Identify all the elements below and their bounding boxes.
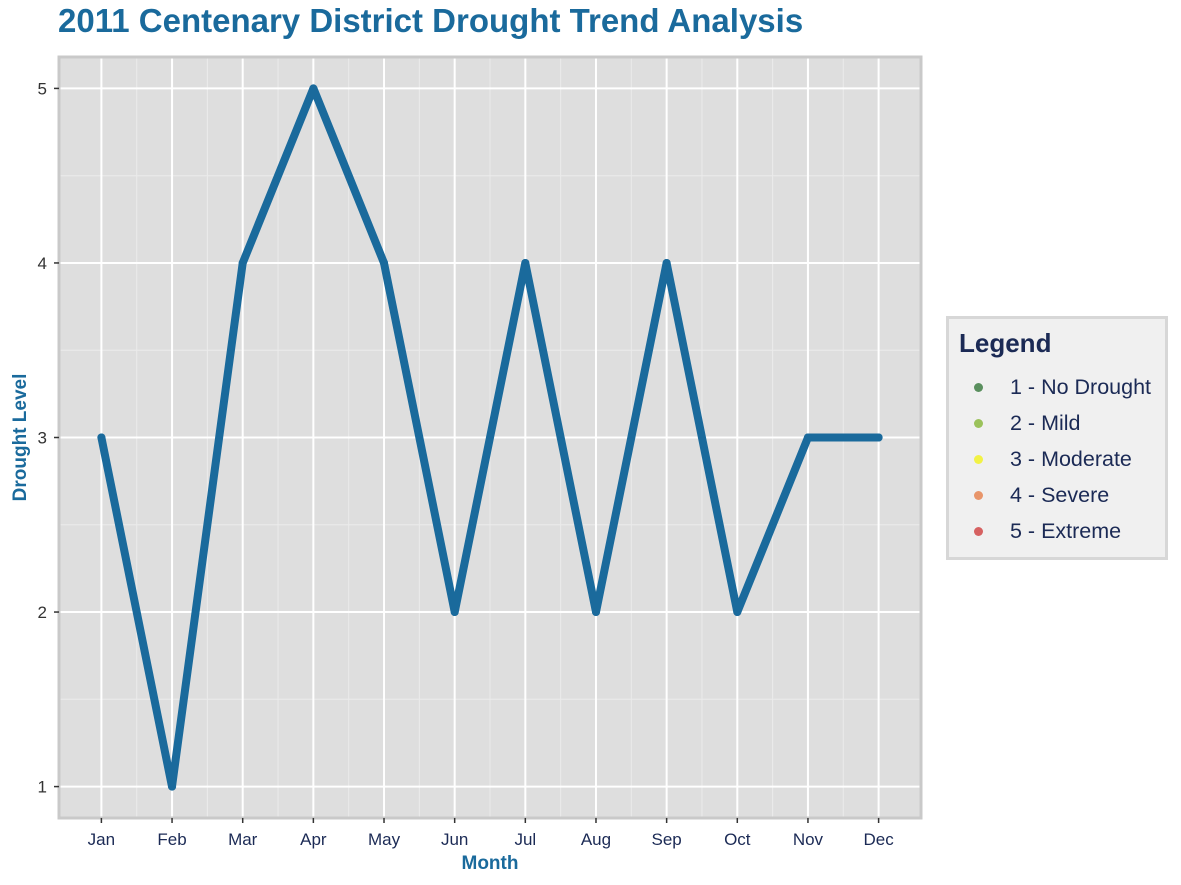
data-point-apr: [309, 84, 318, 93]
x-tick-label-jul: Jul: [514, 830, 536, 849]
data-point-jun: [450, 608, 459, 617]
legend-swatch: [974, 491, 983, 500]
x-tick-label-apr: Apr: [300, 830, 327, 849]
y-tick-label: 2: [38, 603, 47, 622]
x-tick-label-feb: Feb: [157, 830, 186, 849]
y-tick-label: 5: [38, 79, 47, 98]
chart-title: 2011 Centenary District Drought Trend An…: [58, 2, 804, 39]
data-point-aug: [591, 608, 600, 617]
data-point-oct: [733, 608, 742, 617]
data-point-may: [380, 258, 389, 267]
legend-swatch: [974, 419, 983, 428]
data-point-jul: [521, 258, 530, 267]
legend-label: 3 - Moderate: [1010, 447, 1132, 471]
y-tick-label: 1: [38, 778, 47, 797]
x-axis-label: Month: [462, 853, 519, 874]
data-point-nov: [803, 433, 812, 442]
y-axis-label: Drought Level: [10, 374, 31, 502]
legend: Legend 1 - No Drought 2 - Mild 3 - Moder…: [946, 316, 1168, 560]
legend-item-severe: 4 - Severe: [949, 479, 1165, 515]
legend-item-mild: 2 - Mild: [949, 407, 1165, 443]
axes: 1 2 3 4 5 Jan Feb Mar Apr May Jun Jul Aug Sep Oct Nov De…: [38, 79, 895, 849]
series-layer: [97, 84, 883, 791]
x-tick-label-jan: Jan: [88, 830, 115, 849]
x-tick-label-jun: Jun: [441, 830, 468, 849]
legend-item-no-drought: 1 - No Drought: [949, 371, 1165, 407]
x-tick-label-nov: Nov: [793, 830, 824, 849]
legend-label: 5 - Extreme: [1010, 519, 1122, 543]
legend-title: Legend: [959, 328, 1052, 358]
data-point-sep: [662, 258, 671, 267]
legend-label: 2 - Mild: [1010, 411, 1081, 435]
x-tick-label-sep: Sep: [652, 830, 682, 849]
y-tick-label: 3: [38, 429, 47, 448]
legend-swatch: [974, 383, 983, 392]
data-point-mar: [238, 258, 247, 267]
data-point-dec: [874, 433, 883, 442]
x-tick-label-oct: Oct: [724, 830, 751, 849]
legend-swatch: [974, 455, 983, 464]
legend-item-extreme: 5 - Extreme: [949, 515, 1165, 551]
legend-item-moderate: 3 - Moderate: [949, 443, 1165, 479]
x-tick-label-mar: Mar: [228, 830, 258, 849]
x-tick-label-may: May: [368, 830, 401, 849]
series-line-drought-level: [97, 84, 883, 791]
legend-label: 4 - Severe: [1010, 483, 1110, 507]
x-tick-label-aug: Aug: [581, 830, 611, 849]
legend-label: 1 - No Drought: [1010, 375, 1152, 399]
x-tick-label-dec: Dec: [863, 830, 894, 849]
data-point-feb: [168, 782, 177, 791]
y-tick-label: 4: [38, 254, 47, 273]
legend-swatch: [974, 527, 983, 536]
data-point-jan: [97, 433, 106, 442]
